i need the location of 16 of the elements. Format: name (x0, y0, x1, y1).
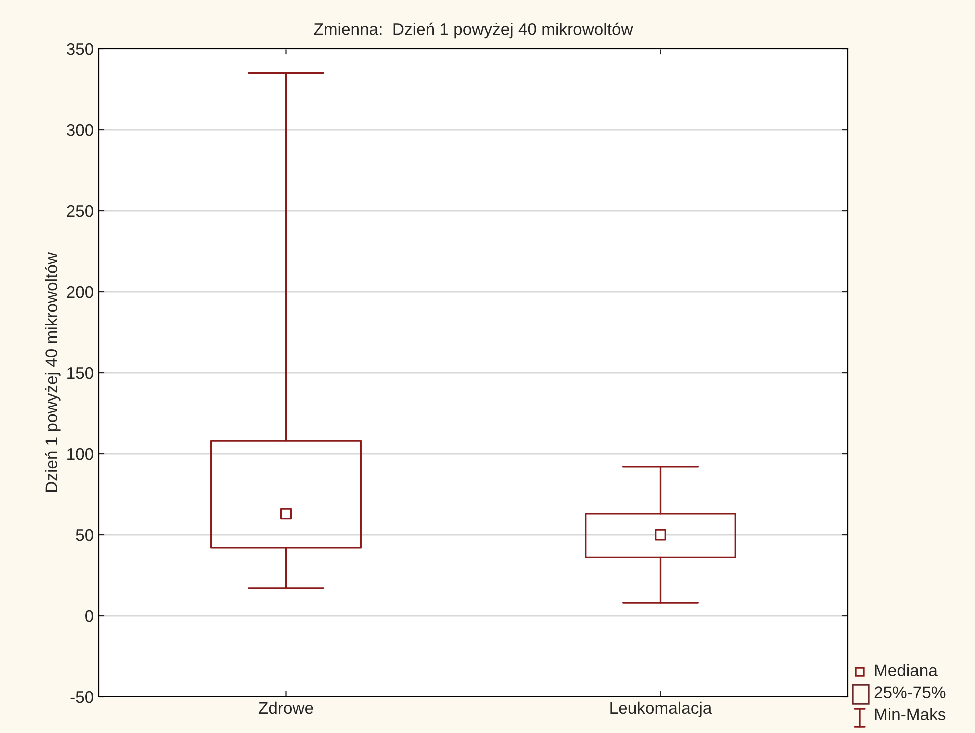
text: Mediana (875, 664, 938, 676)
text: Min-Maks (875, 708, 946, 720)
text: 25%-75% (874, 686, 946, 698)
y-tick-label: 250 (67, 205, 94, 218)
y-tick-label: 200 (67, 286, 94, 298)
y-tick-label: 50 (76, 529, 94, 542)
y-tick-label: 0 (86, 610, 94, 622)
y-tick-label: -50 (70, 691, 94, 704)
x-tick-label: Zdrowe (258, 702, 314, 714)
y-axis-title: Dzień 1 powyżej 40 mikrowoltów (45, 252, 61, 492)
y-tick-label: 150 (68, 367, 94, 380)
x-tick-label: Leukomalacja (610, 702, 712, 718)
chart-title: Zmienna: Dzień 1 powyżej 40 mikrowoltów (314, 22, 634, 39)
y-tick-label: 100 (68, 448, 94, 460)
y-tick-label: 300 (66, 124, 94, 136)
y-tick-label: 350 (66, 43, 94, 56)
